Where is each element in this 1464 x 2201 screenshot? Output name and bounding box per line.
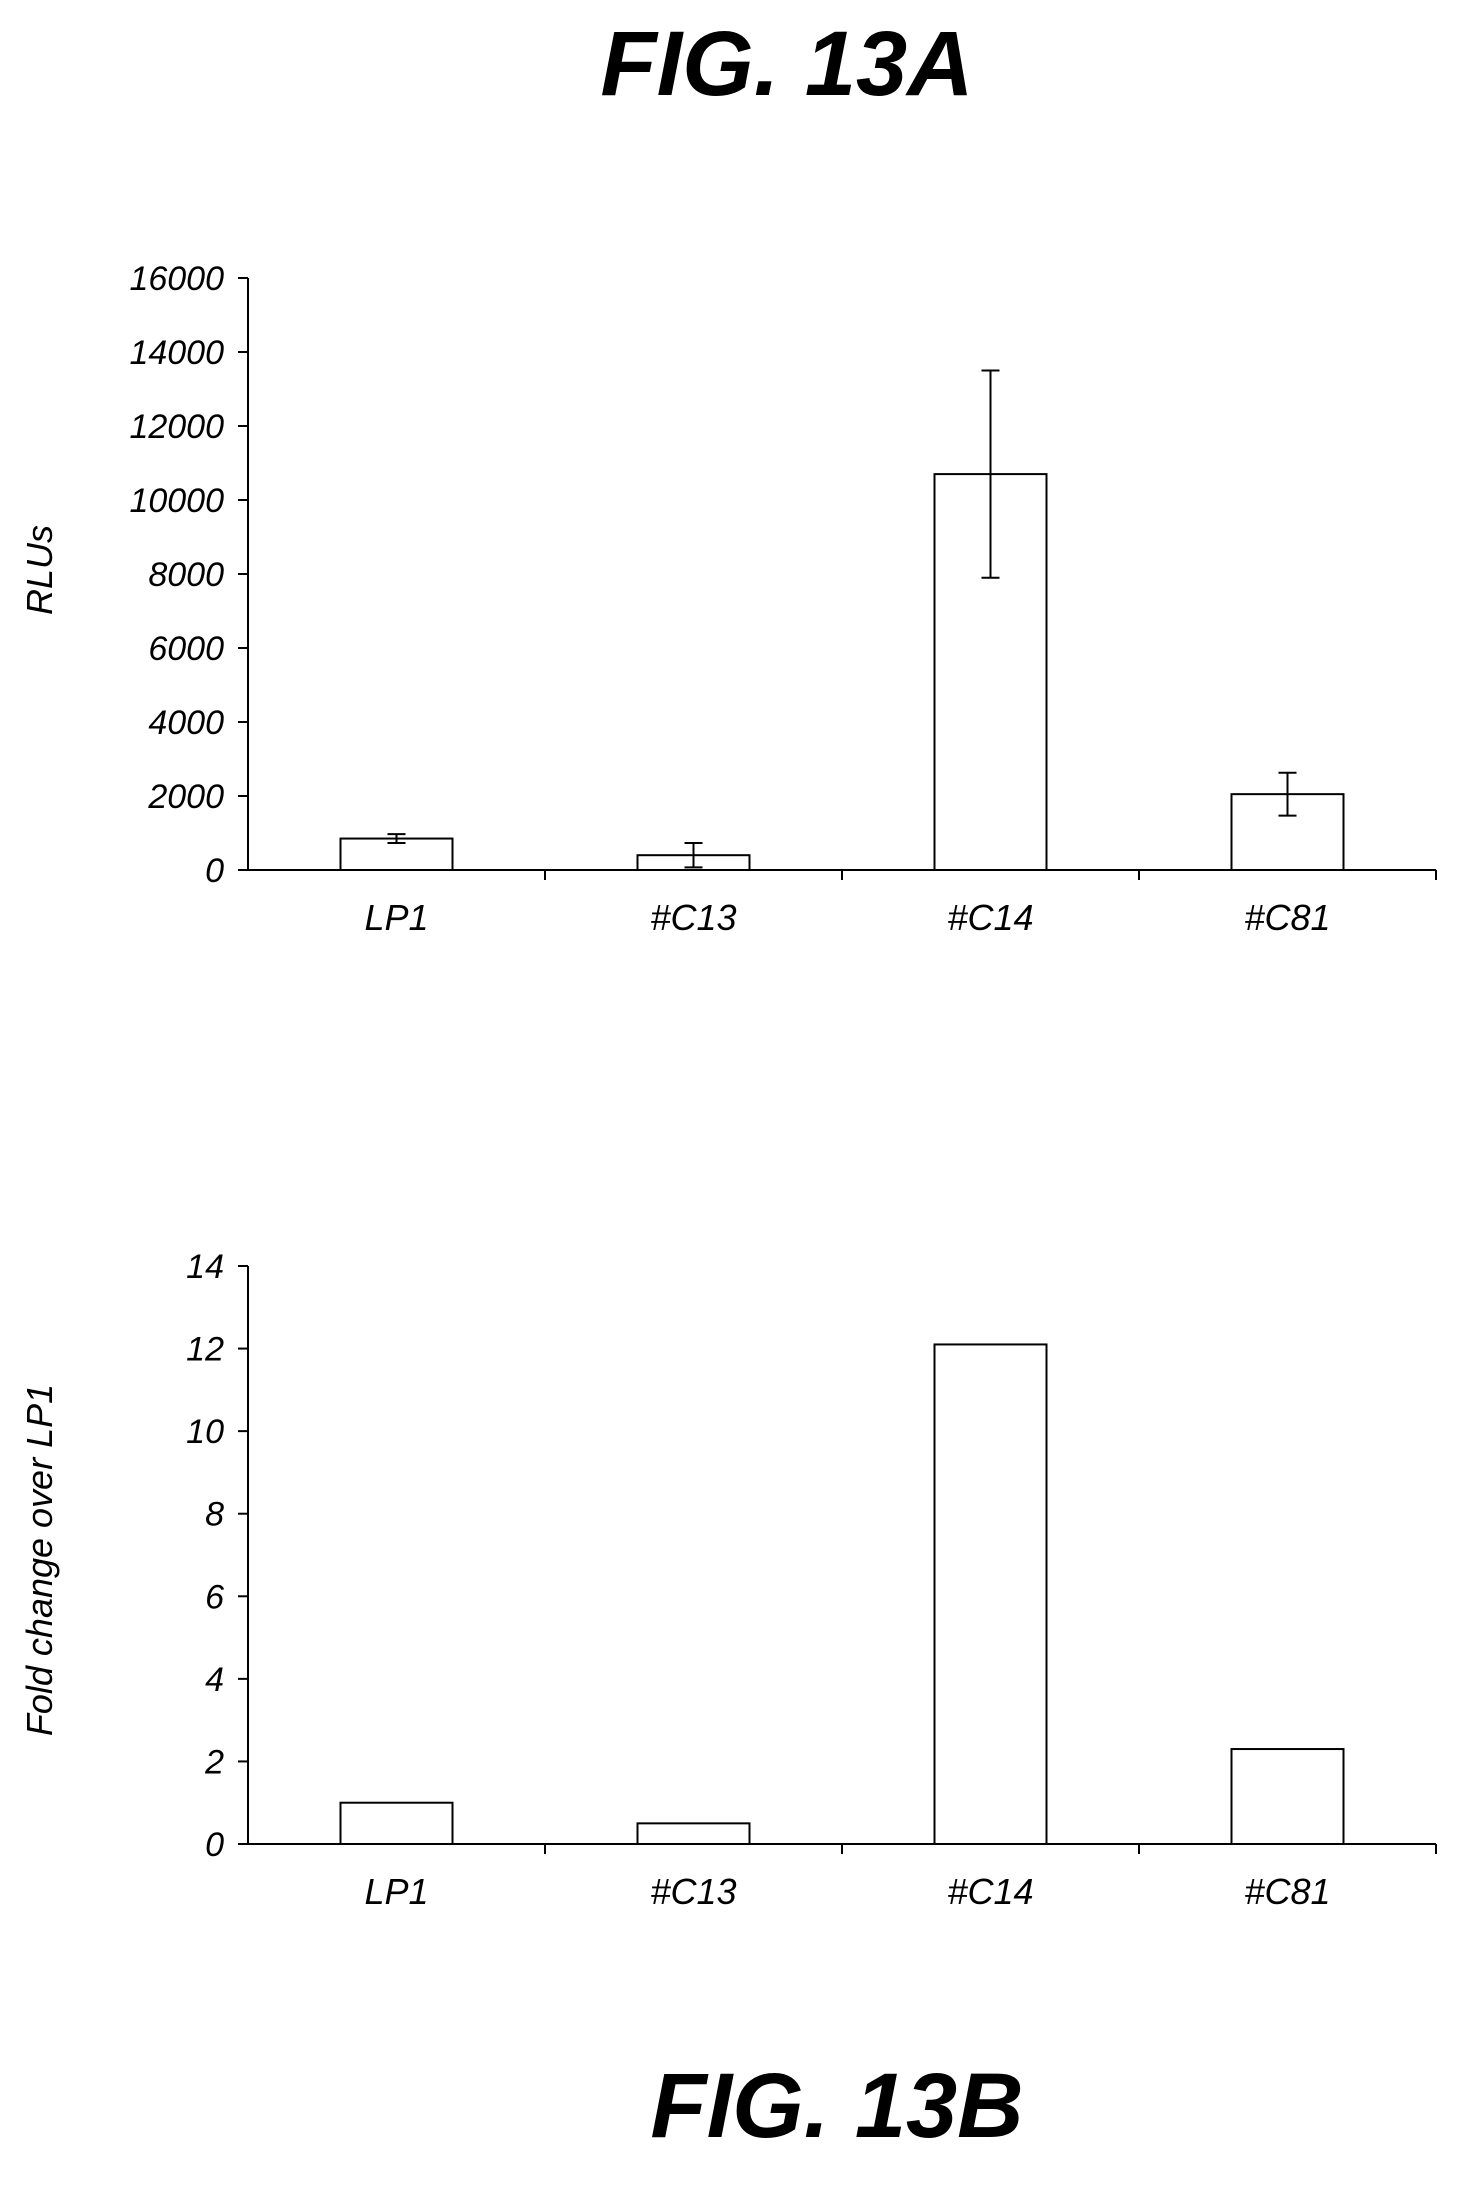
chart-13a-y-tick-label: 8000 — [148, 556, 224, 594]
chart-13b-y-tick-label: 6 — [205, 1578, 224, 1616]
chart-13b-y-tick-label: 4 — [205, 1661, 224, 1699]
chart-13b-y-tick-label: 10 — [186, 1413, 224, 1451]
chart-13b-bar — [339, 1801, 454, 1846]
chart-13b-y-axis-title: Fold change over LP1 — [19, 1384, 60, 1736]
chart-13a-y-tick-label: 4000 — [148, 704, 224, 742]
chart-13b-category-label: #C14 — [947, 1871, 1033, 1912]
chart-13a-y-axis-title: RLUs — [19, 525, 60, 615]
chart-13a-category-label: #C14 — [947, 897, 1033, 938]
chart-13b-category-label: #C13 — [650, 1871, 736, 1912]
chart-13a-y-tick-label: 2000 — [147, 778, 224, 816]
chart-13a-category-label: LP1 — [364, 897, 428, 938]
chart-13b-bar — [933, 1343, 1048, 1845]
figure-13a-title: FIG. 13A — [600, 13, 974, 115]
chart-13a-category-label: #C81 — [1244, 897, 1330, 938]
figure-13b-title: FIG. 13B — [650, 2055, 1024, 2157]
chart-13a-y-tick-label: 14000 — [129, 334, 224, 372]
chart-13a-category-label: #C13 — [650, 897, 736, 938]
chart-13b-y-tick-label: 0 — [205, 1826, 224, 1864]
chart-13b-y-tick-label: 14 — [186, 1248, 224, 1286]
chart-13a-y-tick-label: 0 — [205, 852, 224, 890]
chart-13a-y-tick-label: 10000 — [129, 482, 224, 520]
chart-13b-category-label: LP1 — [364, 1871, 428, 1912]
chart-13b-y-tick-label: 8 — [205, 1496, 224, 1534]
chart-13a-y-tick-label: 16000 — [129, 260, 224, 298]
chart-13a-y-tick-label: 12000 — [129, 408, 224, 446]
chart-13b-bar — [636, 1822, 751, 1845]
chart-13a-y-tick-label: 6000 — [148, 630, 224, 668]
chart-13b-y-tick-label: 12 — [186, 1331, 224, 1369]
chart-13b-y-tick-label: 2 — [204, 1743, 224, 1781]
chart-13b-category-label: #C81 — [1244, 1871, 1330, 1912]
chart-13a: 0 2000 4000 6000 8000 10000 12000 14000 16000 LP1… — [19, 260, 1437, 938]
chart-13b: 0 2 4 6 8 10 12 14 LP1 #C13 #C14 #C81 Fold change ov… — [19, 1248, 1437, 1912]
chart-13b-bar — [1230, 1748, 1345, 1845]
